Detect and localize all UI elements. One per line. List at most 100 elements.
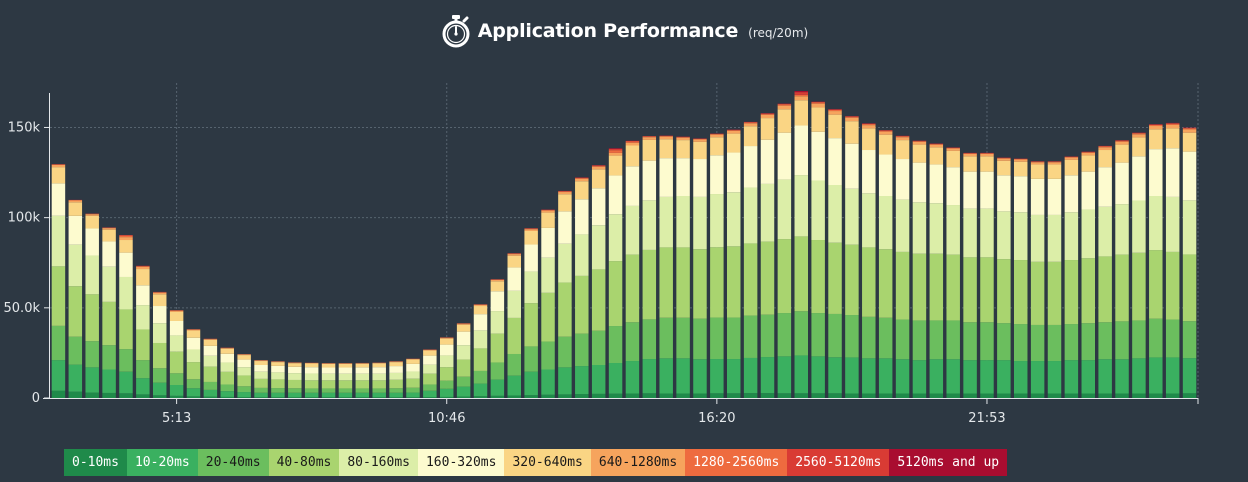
bar-segment [220,391,234,397]
bar-segment [1165,196,1180,252]
bar-stack [68,199,83,398]
bar-segment [1098,359,1112,394]
bar-stack [980,152,994,398]
bar-segment [777,109,792,133]
bar-stack [946,147,960,398]
bar-segment [68,391,83,398]
bar-segment [1064,157,1079,160]
bar-segment [321,367,336,374]
bar-segment [980,153,994,157]
bar-segment [726,152,741,193]
bar-segment [845,116,859,118]
bar-segment [406,392,420,398]
bar-segment [271,365,285,373]
bar-segment [794,311,808,356]
bar-segment [68,215,83,245]
bar-segment [726,133,741,153]
bar-segment [659,139,673,159]
bar-stack [693,138,707,398]
bar-segment [1098,256,1112,323]
bar-segment [862,193,876,248]
bar-segment [1115,141,1129,145]
bar-segment [119,276,133,310]
bar-segment [119,240,133,253]
legend-item[interactable]: 10-20ms [126,449,198,476]
bar-segment [304,380,319,389]
bar-segment [507,290,521,318]
bar-segment [625,322,640,362]
bar-segment [743,187,758,244]
legend-item[interactable]: 20-40ms [197,449,269,476]
bar-stack [1115,140,1129,398]
bar-stack [51,164,66,398]
bar-segment [1013,260,1028,325]
bar-segment [68,336,83,365]
bar-segment [811,101,825,103]
bar-segment [558,243,572,283]
bar-stack [895,135,910,398]
bar-segment [845,315,859,358]
bar-segment [507,254,521,256]
bar-segment [456,323,471,325]
bar-segment [811,107,825,132]
bar-segment [524,395,538,398]
bar-segment [608,393,623,398]
bar-segment [456,386,471,397]
bar-segment [1047,161,1062,163]
bar-segment [541,292,555,342]
bar-segment [119,371,133,394]
bar-segment [102,229,116,242]
bar-segment [1098,206,1112,257]
legend-item[interactable]: 1280-2560ms [685,449,788,476]
legend-item[interactable]: 80-160ms [339,449,418,476]
bar-segment [186,396,201,398]
bar-segment [355,367,370,374]
bar-segment [372,392,386,398]
bar-segment [1098,167,1112,207]
bar-segment [895,136,910,138]
x-tick-label: 21:53 [968,411,1005,426]
bar-segment [1182,393,1197,398]
bar-segment [963,153,977,157]
legend-item[interactable]: 5120ms and up [889,449,1008,476]
legend-item[interactable]: 640-1280ms [590,449,686,476]
bar-segment [136,285,150,306]
bar-segment [338,373,353,381]
legend-item[interactable]: 2560-5120ms [787,449,890,476]
bar-stack [507,253,521,398]
bar-segment [997,360,1011,394]
bar-segment [389,372,403,380]
legend-item[interactable]: 160-320ms [417,449,505,476]
bar-segment [760,314,775,358]
legend-item[interactable]: 0-10ms [64,449,127,476]
bar-stack [456,323,471,398]
bar-segment [997,259,1011,324]
bar-segment [1182,254,1197,322]
bar-segment [693,318,707,360]
bar-segment [828,109,842,110]
bar-segment [321,397,336,398]
bar-segment [1165,357,1180,394]
bar-segment [136,378,150,395]
bar-segment [811,240,825,314]
bar-segment [1030,214,1045,262]
legend-item[interactable]: 40-80ms [268,449,340,476]
bar-segment [1013,393,1028,398]
bar-segment [895,359,910,394]
bar-segment [1182,132,1197,152]
bar-segment [777,132,792,180]
bar-stack [878,130,893,398]
bar-segment [254,361,268,365]
legend-item[interactable]: 320-640ms [504,449,591,476]
bar-stack [1081,151,1095,398]
bars [51,91,1197,398]
bar-segment [743,122,758,124]
bar-segment [878,154,893,196]
bar-segment [524,371,538,396]
bar-segment [102,228,116,230]
bar-segment [439,388,454,397]
bar-segment [456,345,471,360]
bar-segment [642,249,657,320]
bar-segment [507,395,521,398]
bar-segment [220,348,234,349]
